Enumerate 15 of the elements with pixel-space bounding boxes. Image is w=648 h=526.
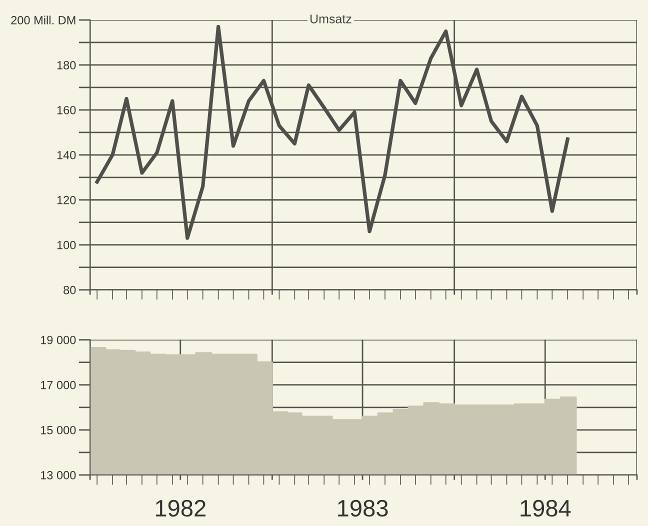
y-tick-label: 13 000 [40, 471, 76, 480]
x-tick-label: 1982 [156, 500, 206, 517]
x-tick-label: 1983 [338, 500, 388, 517]
y-tick-label: 17 000 [40, 380, 76, 390]
x-tick-label: 1984 [520, 500, 571, 517]
y-tick-label: 180 [57, 60, 76, 70]
chart-title: Umsatz [310, 14, 352, 24]
y-tick-label: 140 [57, 150, 76, 160]
y-tick-label: 80 [64, 286, 76, 294]
y-tick-label: 160 [57, 106, 76, 114]
y-tick-label: 100 [57, 240, 76, 250]
y-tick-label: 19 000 [40, 336, 76, 344]
y-tick-label: 200 Mill. DM [11, 16, 76, 24]
y-tick-label: 15 000 [40, 426, 76, 434]
y-tick-label: 120 [57, 196, 76, 204]
